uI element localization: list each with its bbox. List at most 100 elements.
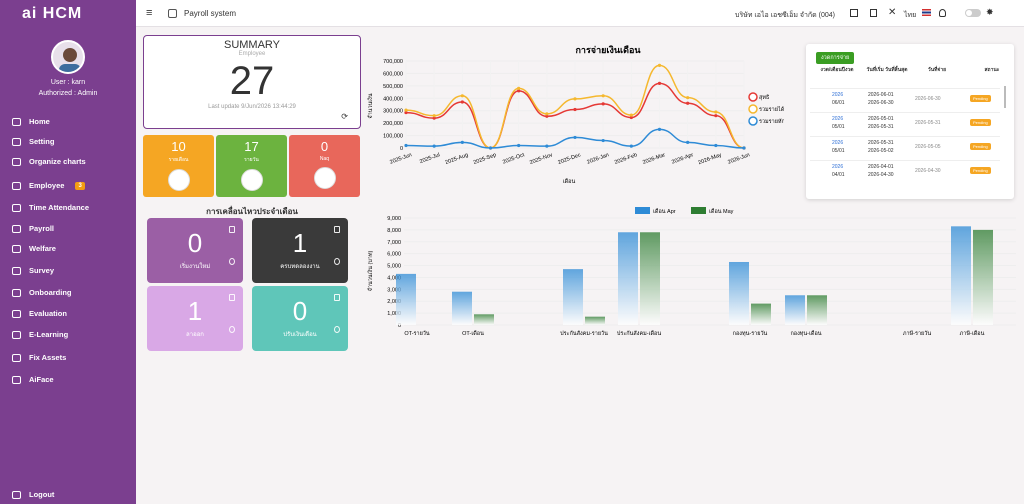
legend-marker[interactable] <box>635 207 650 214</box>
bar[interactable] <box>751 303 771 325</box>
status-badge: Pending <box>970 167 991 174</box>
x-tick-label: 2026-Jan <box>586 152 610 165</box>
bar[interactable] <box>396 273 416 325</box>
last-update: Last update 9/Jun/2026 13:44:29 <box>208 104 296 110</box>
legend-marker[interactable] <box>748 92 758 102</box>
bar[interactable] <box>973 229 993 325</box>
nav-item-onboarding[interactable]: Onboarding <box>12 288 72 297</box>
data-point <box>432 116 436 120</box>
data-point <box>601 138 605 143</box>
period-year[interactable]: 2026 <box>832 92 844 98</box>
hamburger-menu-icon[interactable]: ≡ <box>146 7 153 19</box>
data-point <box>517 89 521 93</box>
nav-item-payroll[interactable]: Payroll <box>12 224 54 233</box>
legend-label[interactable]: เดือน Apr <box>653 208 676 215</box>
tools-icon[interactable]: ✕ <box>888 7 897 18</box>
stat-card[interactable]: 17 รายวัน <box>216 135 287 197</box>
start-date: 2026-05-31 <box>868 140 894 146</box>
gear-icon <box>12 137 21 146</box>
nav-item-evaluation[interactable]: Evaluation <box>12 309 67 318</box>
bar[interactable] <box>729 261 749 325</box>
period-year[interactable]: 2026 <box>832 116 844 122</box>
data-point <box>517 86 521 90</box>
bar[interactable] <box>951 226 971 325</box>
data-point <box>404 110 408 115</box>
company-name[interactable]: บริษัท เอไอ เอชซีเอ็ม จำกัด (004) <box>735 12 835 19</box>
stat-card[interactable]: 0 Naq <box>289 135 360 197</box>
grid-icon[interactable] <box>850 9 858 17</box>
table-row[interactable]: 2026 05/01 2026-05-01 2026-05-31 2026-05-31 P… <box>810 112 1000 134</box>
data-point <box>601 94 605 98</box>
stat-card[interactable]: 10 รายเดือน <box>143 135 214 197</box>
legend-label[interactable]: รวมรายได้ <box>759 106 784 113</box>
movement-tile[interactable]: 0 เริ่มงานใหม่ <box>147 218 243 283</box>
legend-label[interactable]: รวมรายหัก <box>759 118 784 125</box>
nav-item-employee[interactable]: Employee 3 <box>12 181 85 190</box>
end-date: 2026-04-30 <box>868 172 894 178</box>
nav-item-organize-charts[interactable]: Organize charts <box>12 157 86 166</box>
nav-item-e-learning[interactable]: E-Learning <box>12 330 68 339</box>
movement-tile[interactable]: 1 ครบทดลองงาน <box>252 218 348 283</box>
data-point <box>460 100 464 104</box>
logout-button[interactable]: Logout <box>12 490 54 499</box>
nav-item-setting[interactable]: Setting <box>12 137 54 146</box>
bar[interactable] <box>563 269 583 325</box>
stat-value: 17 <box>244 139 259 154</box>
data-point <box>573 107 577 112</box>
pay-date: 2026-06-30 <box>915 96 941 102</box>
legend-marker[interactable] <box>748 104 758 114</box>
nav-item-fix-assets[interactable]: Fix Assets <box>12 353 66 362</box>
data-point <box>460 140 464 145</box>
bar[interactable] <box>474 314 494 325</box>
thai-flag-icon[interactable] <box>922 9 931 16</box>
legend-marker[interactable] <box>691 207 706 214</box>
end-date: 2026-05-02 <box>868 148 894 154</box>
legend-marker[interactable] <box>748 116 758 126</box>
users-icon <box>12 266 21 275</box>
user-icon[interactable] <box>939 9 946 17</box>
language-label[interactable]: ไทย <box>904 12 917 19</box>
table-header: วันที่เริ่ม วันที่สิ้นสุด <box>866 67 908 73</box>
table-row[interactable]: 2026 05/01 2026-05-31 2026-05-02 2026-05-05 P… <box>810 136 1000 158</box>
bar[interactable] <box>640 232 660 325</box>
legend-label[interactable]: สุทธิ <box>759 94 769 101</box>
legend-label[interactable]: เดือน May <box>709 208 734 215</box>
scrollbar[interactable] <box>1004 86 1006 108</box>
refresh-icon[interactable]: ⟳ <box>341 112 348 121</box>
stat-label: รายวัน <box>244 157 259 163</box>
nav-item-welfare[interactable]: Welfare <box>12 244 56 253</box>
status-badge: Pending <box>970 119 991 126</box>
bar[interactable] <box>807 295 827 325</box>
pay-date: 2026-05-31 <box>915 120 941 126</box>
period-year[interactable]: 2026 <box>832 140 844 146</box>
bar[interactable] <box>452 291 472 325</box>
table-row[interactable]: 2026 04/01 2026-04-01 2026-04-30 2026-04-30 P… <box>810 160 1000 182</box>
table-row[interactable]: 2026 06/01 2026-06-01 2026-06-30 2026-06-30 P… <box>810 88 1000 110</box>
y-tick-label: 300,000 <box>383 109 403 115</box>
x-tick-label: 2026-Mar <box>642 152 666 166</box>
bar[interactable] <box>618 232 638 325</box>
nav-item-aiface[interactable]: AiFace <box>12 375 54 384</box>
end-date: 2026-05-31 <box>868 124 894 130</box>
document-icon[interactable] <box>870 9 877 17</box>
data-point <box>404 108 408 112</box>
bar[interactable] <box>585 316 605 325</box>
y-tick-label: 100,000 <box>383 134 403 140</box>
x-tick-label: 2025-Nov <box>529 152 554 166</box>
employee-badge: 3 <box>75 181 85 190</box>
pay-period-button[interactable]: งวดการจ่าย <box>816 52 855 64</box>
theme-toggle[interactable] <box>965 9 981 17</box>
book-icon <box>12 330 21 339</box>
period-year[interactable]: 2026 <box>832 164 844 170</box>
x-tick-label: ประกันสังคม-เดือน <box>617 330 661 337</box>
nav-item-home[interactable]: Home <box>12 117 50 126</box>
bar[interactable] <box>785 295 805 325</box>
movement-tile[interactable]: 1 ลาออก <box>147 286 243 351</box>
movement-tile[interactable]: 0 ปรับเงินเดือน <box>252 286 348 351</box>
nav-item-survey[interactable]: Survey <box>12 266 54 275</box>
nav-item-time-attendance[interactable]: Time Attendance <box>12 203 89 212</box>
y-tick-label: 9,000 <box>387 216 401 222</box>
period-month: 06/01 <box>832 100 845 106</box>
data-point <box>573 97 577 101</box>
document-icon <box>334 294 340 301</box>
